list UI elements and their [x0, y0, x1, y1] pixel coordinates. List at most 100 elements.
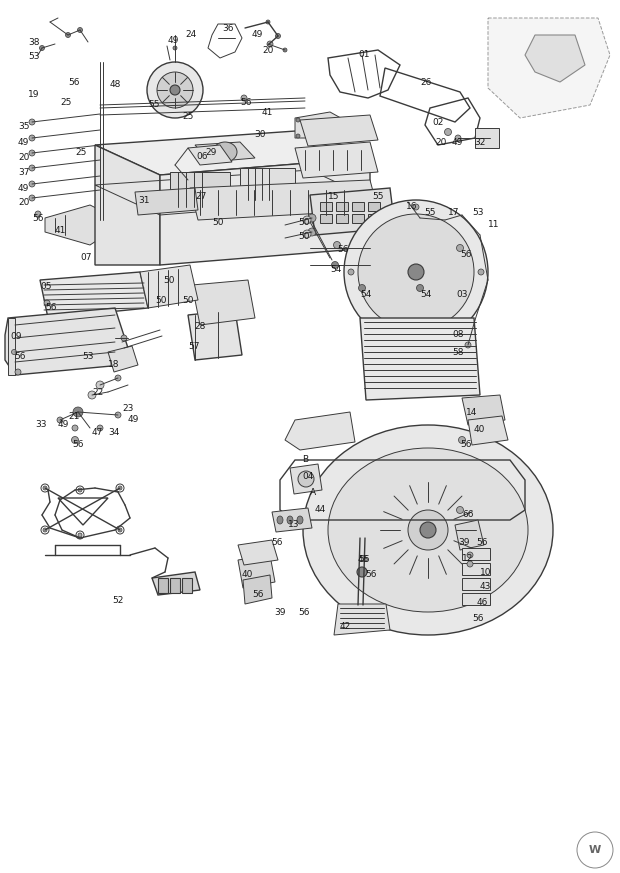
Ellipse shape: [29, 195, 35, 201]
Text: W: W: [589, 845, 601, 855]
Text: 15: 15: [328, 192, 340, 201]
Text: 32: 32: [474, 138, 485, 147]
Ellipse shape: [287, 516, 293, 524]
Text: 20: 20: [18, 153, 29, 162]
Bar: [352, 214, 364, 223]
Text: 05: 05: [40, 282, 51, 291]
Text: 06: 06: [196, 152, 208, 161]
Polygon shape: [468, 416, 508, 445]
Text: 25: 25: [182, 112, 193, 121]
Polygon shape: [290, 464, 322, 494]
Ellipse shape: [41, 484, 49, 492]
Ellipse shape: [118, 528, 122, 532]
Text: 12: 12: [462, 554, 474, 563]
Ellipse shape: [348, 269, 354, 275]
Text: 56: 56: [365, 570, 376, 579]
Text: 19: 19: [28, 90, 40, 99]
Ellipse shape: [577, 832, 613, 868]
Ellipse shape: [76, 531, 84, 539]
Text: 38: 38: [28, 38, 40, 47]
Text: 25: 25: [75, 148, 86, 157]
Text: 56: 56: [68, 78, 79, 87]
Ellipse shape: [467, 561, 473, 567]
Text: B: B: [302, 455, 308, 464]
Ellipse shape: [296, 118, 300, 122]
Polygon shape: [462, 395, 505, 425]
Ellipse shape: [43, 486, 47, 490]
Text: 56: 56: [72, 440, 84, 449]
Ellipse shape: [29, 119, 35, 125]
Text: 49: 49: [252, 30, 264, 39]
Polygon shape: [8, 318, 15, 375]
Ellipse shape: [420, 522, 436, 538]
Polygon shape: [188, 310, 242, 360]
Text: 54: 54: [330, 265, 342, 274]
Ellipse shape: [417, 285, 423, 292]
Text: 23: 23: [122, 404, 133, 413]
Ellipse shape: [29, 150, 35, 156]
Polygon shape: [45, 205, 110, 245]
Bar: [170, 172, 230, 207]
Text: 14: 14: [466, 408, 477, 417]
Text: 25: 25: [60, 98, 71, 107]
Polygon shape: [243, 575, 272, 604]
Text: 35: 35: [18, 122, 30, 131]
Text: 41: 41: [262, 108, 273, 117]
Ellipse shape: [40, 45, 45, 51]
Text: 55: 55: [424, 208, 435, 217]
Text: 40: 40: [474, 425, 485, 434]
Ellipse shape: [57, 417, 63, 423]
Ellipse shape: [283, 48, 287, 52]
Ellipse shape: [241, 95, 247, 101]
Ellipse shape: [413, 204, 419, 210]
Ellipse shape: [41, 526, 49, 534]
Ellipse shape: [173, 46, 177, 50]
Text: 54: 54: [360, 290, 371, 299]
Ellipse shape: [115, 375, 121, 381]
Text: 66: 66: [462, 510, 474, 519]
Polygon shape: [238, 540, 278, 565]
Ellipse shape: [303, 230, 311, 238]
Text: 56: 56: [252, 590, 264, 599]
Ellipse shape: [277, 516, 283, 524]
Text: 56: 56: [460, 440, 471, 449]
Ellipse shape: [29, 181, 35, 187]
Text: 30: 30: [254, 130, 265, 139]
Polygon shape: [300, 115, 378, 146]
Polygon shape: [188, 145, 232, 165]
Ellipse shape: [408, 264, 424, 280]
Text: 29: 29: [205, 148, 216, 157]
Text: 01: 01: [358, 50, 370, 59]
Text: 07: 07: [80, 253, 92, 262]
Text: 53: 53: [28, 52, 40, 61]
Text: A: A: [310, 488, 316, 497]
Text: 56: 56: [337, 245, 348, 254]
Polygon shape: [5, 308, 128, 375]
Text: 48: 48: [110, 80, 122, 89]
Bar: [336, 214, 348, 223]
Ellipse shape: [455, 135, 461, 141]
Text: 56: 56: [240, 98, 252, 107]
Bar: [320, 214, 332, 223]
Text: 56: 56: [45, 303, 56, 312]
Text: 55: 55: [372, 192, 384, 201]
Text: 58: 58: [452, 348, 464, 357]
Ellipse shape: [12, 349, 17, 354]
Ellipse shape: [35, 211, 41, 217]
Ellipse shape: [357, 567, 367, 577]
Text: 20: 20: [262, 46, 273, 55]
Ellipse shape: [303, 425, 553, 635]
Ellipse shape: [115, 412, 121, 418]
Polygon shape: [192, 280, 255, 325]
Ellipse shape: [298, 471, 314, 487]
Text: 56: 56: [358, 555, 370, 564]
Polygon shape: [488, 18, 610, 118]
Ellipse shape: [121, 335, 127, 341]
Text: 56: 56: [298, 608, 309, 617]
Text: 03: 03: [456, 290, 467, 299]
Ellipse shape: [459, 436, 466, 443]
Ellipse shape: [15, 369, 21, 375]
Ellipse shape: [467, 552, 473, 558]
Ellipse shape: [408, 510, 448, 550]
Polygon shape: [295, 142, 378, 178]
